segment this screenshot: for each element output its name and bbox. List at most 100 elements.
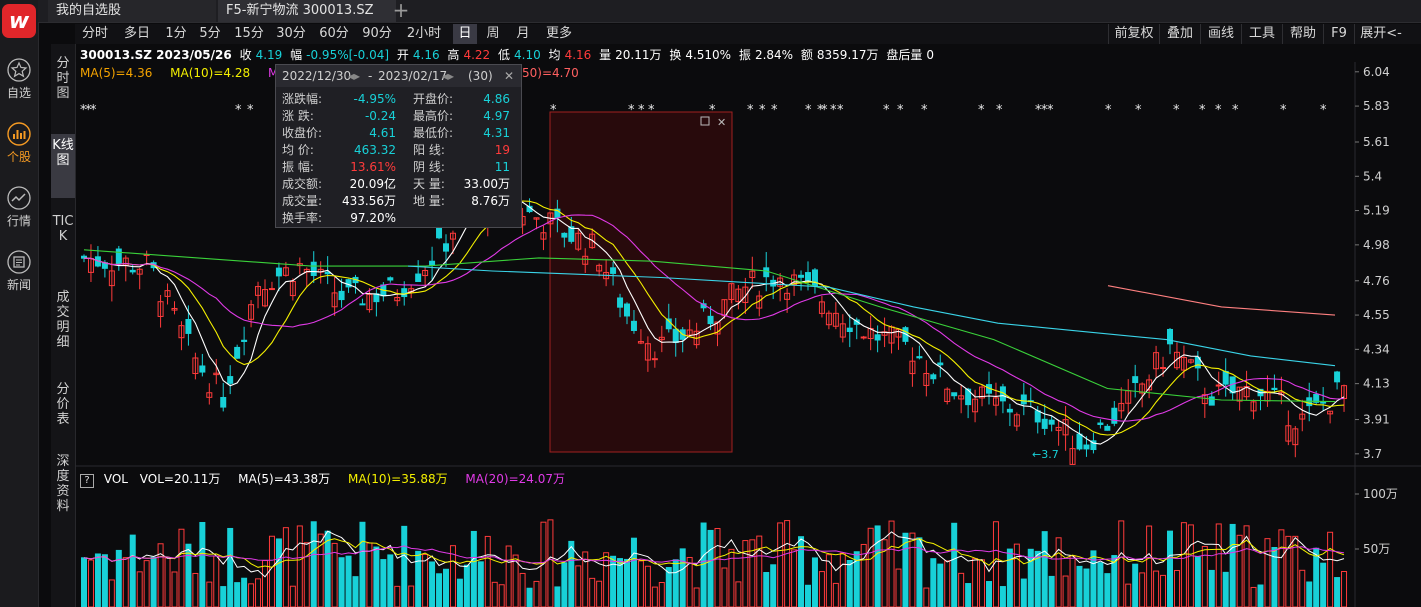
candle-body — [1041, 418, 1048, 429]
rail-label: 个股 — [6, 150, 31, 164]
period-button[interactable]: 5分 — [199, 26, 221, 41]
range-selection-box — [549, 111, 733, 453]
volume-bar — [972, 558, 979, 607]
stat-label: 涨跌幅: — [282, 92, 323, 106]
candle-body — [310, 261, 317, 276]
volume-bar — [115, 549, 122, 607]
app-logo[interactable]: w — [2, 4, 36, 38]
period-button[interactable]: 更多 — [545, 26, 572, 41]
stat-label: 天 量: — [413, 177, 445, 191]
label: 额 — [800, 48, 813, 62]
period-button[interactable]: 1分 — [165, 26, 187, 41]
range-start[interactable]: 2022/12/30 — [282, 69, 352, 83]
volume-bar — [916, 537, 923, 607]
period-button[interactable]: 2小时 — [406, 26, 442, 41]
range-end[interactable]: 2023/02/17 — [378, 69, 448, 83]
help-icon[interactable]: ? — [80, 474, 94, 488]
side-tab-timeshare[interactable]: 分时图 — [56, 56, 70, 101]
expand-button[interactable]: 展开<- — [1354, 24, 1407, 44]
candle-body — [1006, 408, 1013, 413]
candle-body — [1208, 396, 1215, 406]
candle-body — [735, 288, 742, 303]
candle-body — [1327, 410, 1334, 415]
tools-button[interactable]: 工具 — [1241, 24, 1282, 44]
volume-bar — [512, 554, 519, 607]
candle-body — [248, 304, 255, 320]
volume-bar — [1278, 529, 1285, 607]
period-button[interactable]: 30分 — [276, 26, 306, 41]
period-button[interactable]: 15分 — [234, 26, 264, 41]
candle-body — [1167, 328, 1173, 345]
range-stats-popup[interactable]: 2022/12/30 ◂▸ - 2023/02/17 ◂▸ (30) ✕ 涨跌幅… — [275, 64, 522, 228]
candle-body — [422, 270, 429, 277]
stat-value: 4.86 — [483, 92, 510, 106]
volume-bar — [143, 560, 150, 607]
volume-bar — [380, 559, 387, 607]
step-arrows-icon[interactable]: ◂▸ — [348, 69, 361, 83]
candle-body — [874, 334, 881, 341]
period-button[interactable]: 分时 — [81, 26, 108, 41]
side-tab-price-table[interactable]: 分价表 — [56, 382, 70, 427]
candle-body — [1013, 414, 1020, 427]
rail-item-market[interactable]: 行情 — [0, 186, 38, 229]
volume-bar — [644, 565, 651, 607]
volume-bar — [470, 530, 477, 607]
volume-bar — [1271, 547, 1278, 607]
tab-stock[interactable]: F5-新宁物流 300013.SZ — [218, 0, 396, 22]
volume-bar — [714, 528, 721, 607]
candle-body — [164, 290, 171, 297]
tab-watchlist[interactable]: 我的自选股 — [48, 0, 216, 22]
adjust-button[interactable]: 前复权 — [1108, 24, 1159, 44]
candles-group — [81, 173, 1348, 465]
side-tab-kline[interactable]: K线图 — [51, 134, 75, 198]
candle-body — [672, 328, 679, 344]
rail-item-stock[interactable]: 个股 — [0, 122, 38, 165]
rail-item-watchlist[interactable]: 自选 — [0, 58, 38, 101]
signal-star: * — [1047, 103, 1054, 118]
volume-bar — [81, 557, 87, 607]
side-tab-profile[interactable]: 深度资料 — [56, 454, 70, 514]
vol-value: VOL=20.11万 — [139, 472, 221, 486]
vol-label: VOL — [103, 472, 128, 486]
stat-label: 最低价: — [413, 126, 454, 140]
period-button[interactable]: 月 — [516, 26, 530, 41]
candle-body — [1097, 422, 1104, 425]
volume-bar — [707, 529, 714, 607]
ma10-line — [83, 200, 1345, 436]
candle-body — [561, 232, 568, 238]
period-button-selected[interactable]: 日 — [453, 24, 477, 44]
step-arrows-icon[interactable]: ◂▸ — [442, 69, 455, 83]
star-icon — [7, 58, 31, 82]
candle-body — [965, 388, 972, 406]
rail-item-news[interactable]: 新闻 — [0, 250, 38, 293]
side-tab-trades[interactable]: 成交明细 — [56, 290, 70, 350]
overlay-button[interactable]: 叠加 — [1159, 24, 1200, 44]
volume-bar — [456, 578, 463, 607]
candle-body — [944, 388, 951, 402]
ma5-line — [83, 193, 1345, 445]
volume-bar — [443, 568, 449, 607]
side-tab-tick[interactable]: TICK — [52, 214, 74, 244]
close-icon[interactable]: ✕ — [504, 69, 515, 83]
volume-bar — [192, 572, 199, 607]
period-button[interactable]: 60分 — [319, 26, 349, 41]
candle-body — [331, 292, 338, 308]
draw-button[interactable]: 画线 — [1200, 24, 1241, 44]
period-toolbar: 分时 多日 1分 5分 15分 30分 60分 90分 2小时 日 周 月 更多… — [75, 24, 1421, 44]
help-button[interactable]: 帮助 — [1282, 24, 1323, 44]
period-button[interactable]: 90分 — [362, 26, 392, 41]
kline-chart[interactable]: 6.04 5.83 5.61 5.4 5.19 4.98 4.76 4.55 4.34 4.13 3… — [75, 62, 1421, 607]
volume-bar — [136, 571, 143, 607]
period-button[interactable]: 多日 — [123, 26, 150, 41]
add-tab-icon[interactable]: + — [392, 0, 410, 22]
volume-bar — [366, 542, 373, 607]
stat-value: 20.09亿 — [349, 177, 396, 191]
volume-bar — [1034, 550, 1041, 607]
volume-bar — [1215, 523, 1222, 607]
candle-body — [728, 283, 735, 301]
period-button[interactable]: 周 — [486, 26, 500, 41]
f9-button[interactable]: F9 — [1323, 24, 1354, 44]
candle-body — [1055, 426, 1062, 431]
volume-bar — [867, 527, 874, 607]
candle-body — [136, 268, 143, 275]
